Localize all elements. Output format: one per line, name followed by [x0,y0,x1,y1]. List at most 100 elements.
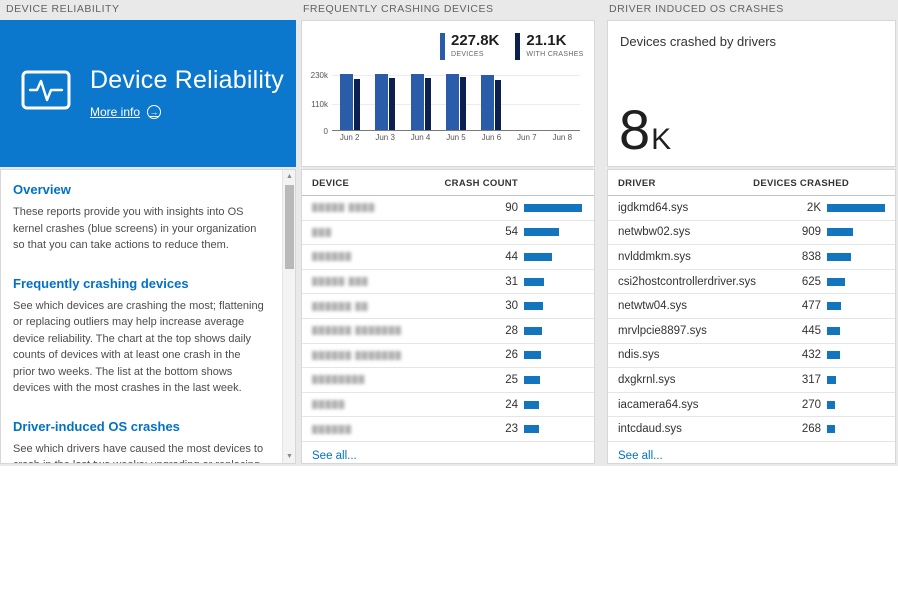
table-row[interactable]: ██████ ███████ 28 [302,319,594,344]
table-row[interactable]: ndis.sys 432 [608,344,895,369]
count-value: 2K [806,201,821,214]
y-axis-tick-label: 110k [311,100,328,110]
count-value: 625 [801,275,821,288]
table-row[interactable]: mrvlpcie8897.sys 445 [608,319,895,344]
scroll-down-arrow-icon[interactable]: ▼ [286,453,293,460]
driver-crash-table-panel: DRIVER DEVICES CRASHED igdkmd64.sys 2K net… [607,169,896,464]
table-row[interactable]: ██████ 44 [302,245,594,270]
value-bar [524,375,540,384]
bar-cell [827,203,885,212]
kpi-value: 8 K [619,102,671,158]
value-bar [524,351,541,360]
count-value: 477 [801,300,821,313]
bar-cell [524,228,584,237]
chart-legend: 227.8K DEVICES 21.1K WITH CRASHES [440,33,584,60]
chart-bar-devices[interactable] [481,75,495,130]
device-column-header: DEVICE [312,178,350,189]
table-row[interactable]: ██████ ███████ 26 [302,344,594,369]
device-crash-table-panel: DEVICE CRASH COUNT █████ ████ 90 ███ 54 ████… [301,169,595,464]
crash-chart-plot [332,74,580,131]
driver-table-body: igdkmd64.sys 2K netwbw02.sys 909 nvlddmkm.sy… [608,196,895,442]
bar-cell [827,400,885,409]
chart-bar-devices[interactable] [339,74,353,130]
device-name-redacted: ████████ [312,375,366,385]
count-value: 432 [801,349,821,362]
device-name-redacted: ██████ [312,424,353,434]
stat-with-crashes-value: 21.1K [526,32,567,49]
value-bar [524,277,544,286]
crash-count-column-header: CRASH COUNT [444,178,518,189]
table-row[interactable]: intcdaud.sys 268 [608,417,895,442]
driver-name: igdkmd64.sys [618,201,689,214]
x-axis-tick-label: Jun 5 [446,133,466,142]
column-header-device-reliability: DEVICE RELIABILITY [6,3,120,15]
table-row[interactable]: netwbw02.sys 909 [608,221,895,246]
bar-cell [524,400,584,409]
chart-bar-devices[interactable] [375,74,389,130]
scroll-up-arrow-icon[interactable]: ▲ [286,173,293,180]
count-value: 317 [801,373,821,386]
bar-cell [827,252,885,261]
arrow-right-icon: → [147,105,162,119]
driver-name: csi2hostcontrollerdriver.sys [618,275,757,288]
section-heading-frequently-crashing-devices: Frequently crashing devices [13,275,189,291]
see-all-drivers-link[interactable]: See all... [618,449,663,462]
count-value: 54 [505,226,518,239]
table-row[interactable]: ███ 54 [302,221,594,246]
x-axis-tick-label: Jun 7 [517,133,537,142]
table-row[interactable]: █████ ███ 31 [302,270,594,295]
bar-cell [524,375,584,384]
device-name-redacted: █████ ████ [312,203,376,213]
table-row[interactable]: csi2hostcontrollerdriver.sys 625 [608,270,895,295]
value-bar [827,252,851,261]
chart-bar-with-crashes[interactable] [353,79,360,130]
section-body-driver-induced-os-crashes: See which drivers have caused the most d… [13,442,264,464]
table-row[interactable]: █████ ████ 90 [302,196,594,221]
value-bar [524,326,542,335]
chart-bar-with-crashes[interactable] [389,78,396,130]
section-body-frequently-crashing-devices: See which devices are crashing the most;… [13,299,264,395]
device-reliability-tile[interactable]: Device Reliability More info → [0,20,296,167]
table-row[interactable]: ██████ 23 [302,417,594,442]
see-all-devices-link[interactable]: See all... [312,449,357,462]
bar-cell [827,375,885,384]
count-value: 909 [801,226,821,239]
more-info-link[interactable]: More info → [90,105,162,119]
scrollbar-thumb[interactable] [285,185,294,269]
count-value: 31 [505,275,518,288]
chart-bar-with-crashes[interactable] [424,78,431,130]
table-row[interactable]: netwtw04.sys 477 [608,294,895,319]
device-name-redacted: ██████ ███████ [312,350,402,360]
driver-name: intcdaud.sys [618,423,682,436]
count-value: 270 [801,398,821,411]
section-heading-driver-induced-os-crashes: Driver-induced OS crashes [13,418,180,434]
legend-bar-glyph-devices [440,33,445,60]
x-axis-tick-label: Jun 6 [481,133,502,142]
chart-bar-devices[interactable] [410,74,424,130]
table-row[interactable]: ██████ ██ 30 [302,294,594,319]
table-row[interactable]: nvlddmkm.sys 838 [608,245,895,270]
table-row[interactable]: ████████ 25 [302,368,594,393]
bar-cell [524,203,584,212]
chart-bar-with-crashes[interactable] [460,77,466,130]
table-row[interactable]: █████ 24 [302,393,594,418]
value-bar [827,400,835,409]
count-value: 268 [801,423,821,436]
scrollbar[interactable]: ▲ ▼ [282,170,295,463]
chart-bar-with-crashes[interactable] [495,80,502,130]
device-name-redacted: ██████ [312,252,353,262]
count-value: 445 [801,324,821,337]
count-value: 23 [505,423,518,436]
kpi-label: Devices crashed by drivers [620,34,777,49]
bar-cell [524,302,584,311]
table-row[interactable]: dxgkrnl.sys 317 [608,368,895,393]
value-bar [524,400,539,409]
chart-bar-devices[interactable] [446,74,459,130]
stat-with-crashes-label: WITH CRASHES [526,50,584,58]
section-heading-overview: Overview [13,182,71,197]
section-body-overview: These reports provide you with insights … [13,206,257,251]
table-row[interactable]: iacamera64.sys 270 [608,393,895,418]
table-row[interactable]: igdkmd64.sys 2K [608,196,895,221]
y-axis-tick-label: 230k [310,71,328,80]
